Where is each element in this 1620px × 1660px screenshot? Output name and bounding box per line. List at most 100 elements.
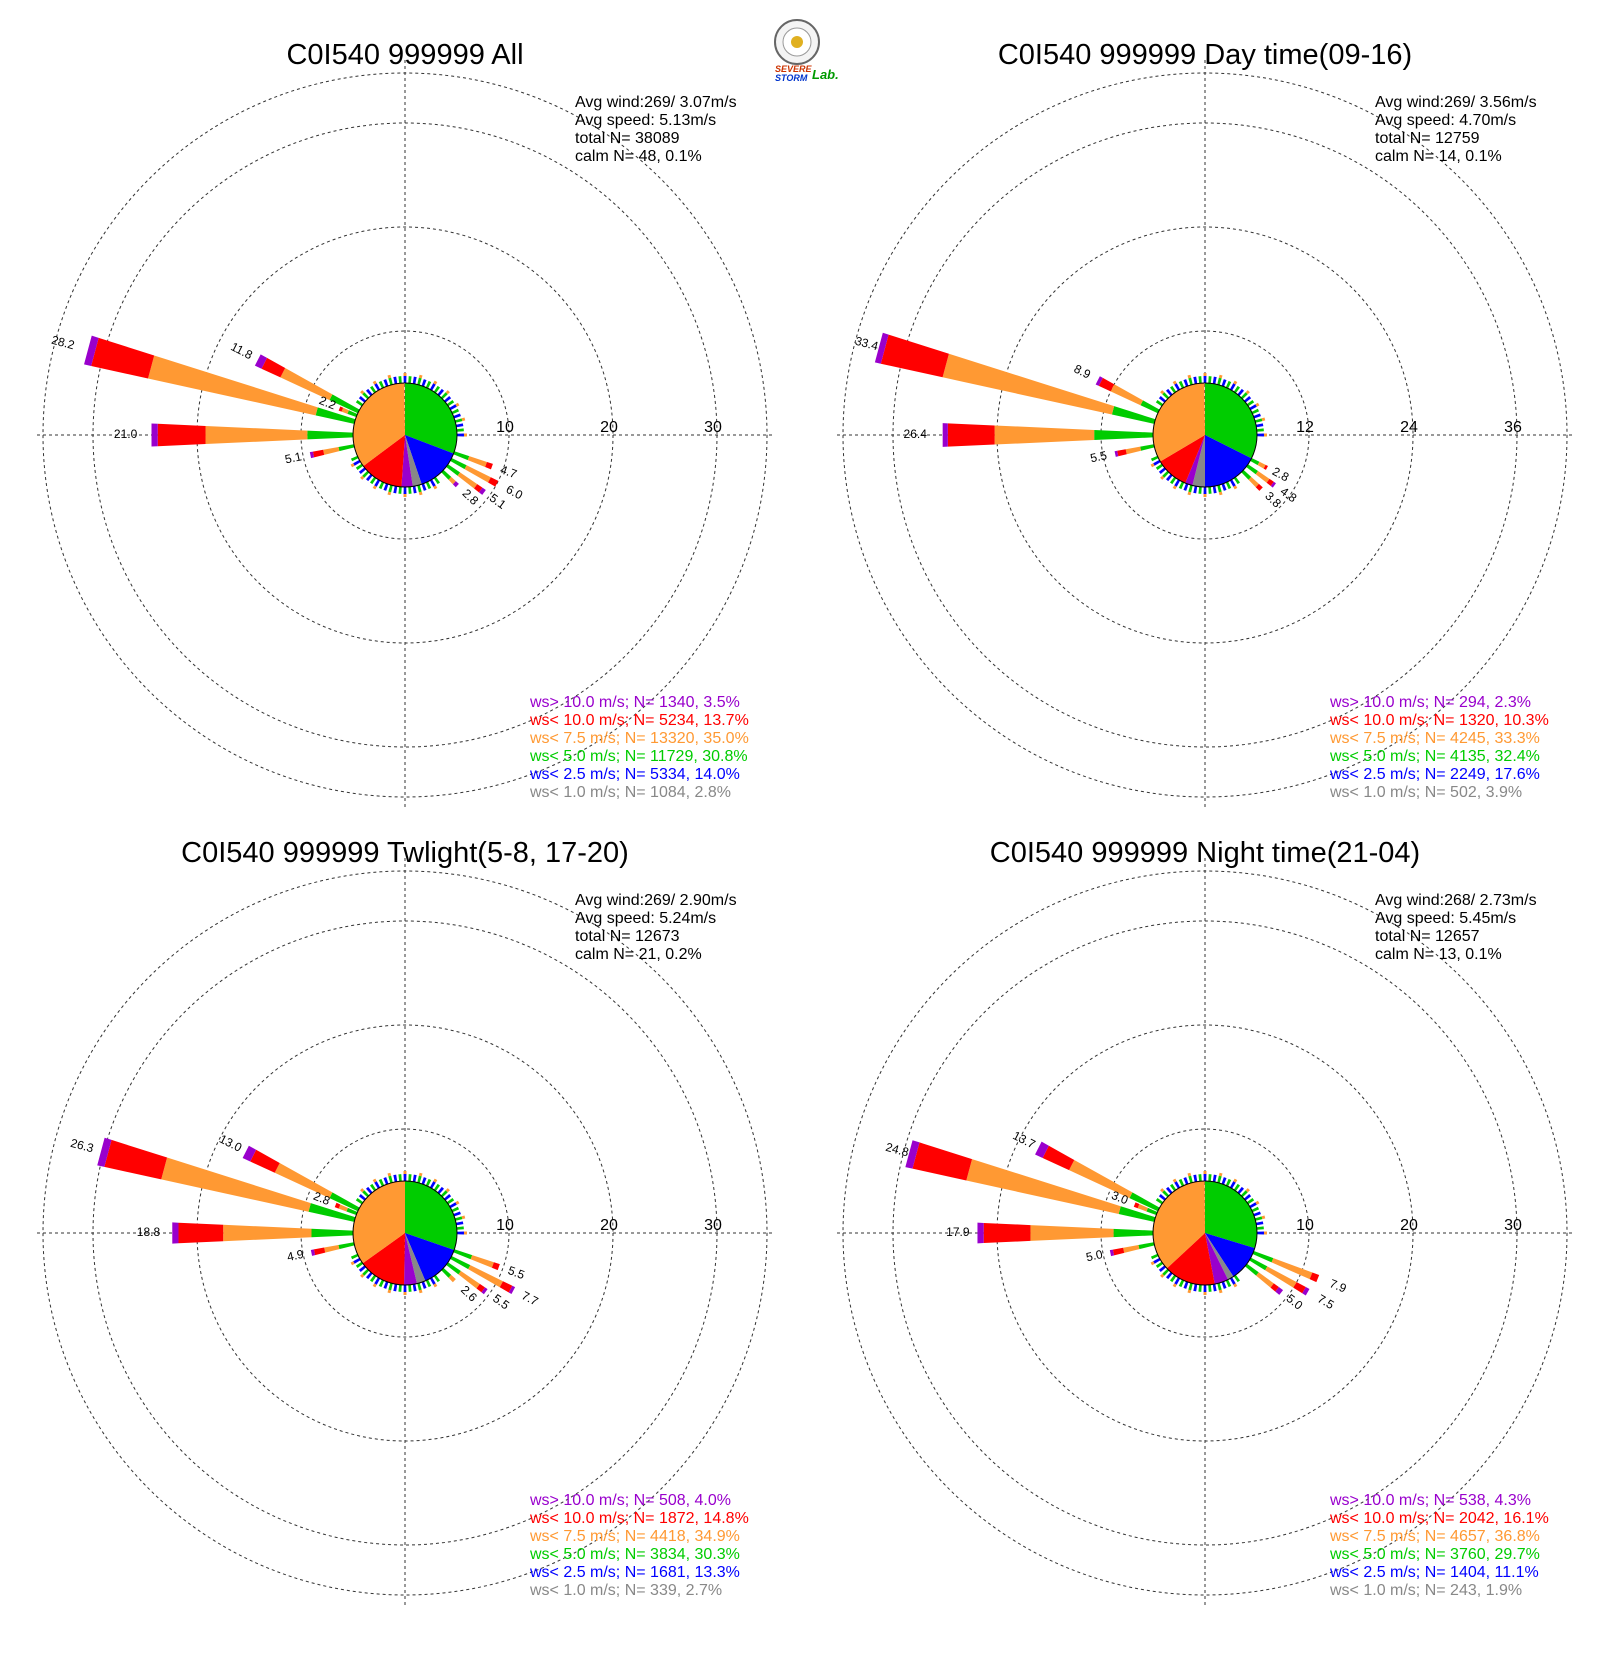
small-direction-bar [433,380,438,385]
small-direction-bar [421,1177,427,1185]
small-direction-bar [383,1177,389,1185]
small-direction-bar [418,1289,423,1294]
legend-entry-lt7_5: ws< 7.5 m/s; N= 4418, 34.9% [529,1528,740,1545]
stat-total-n: total N= 12759 [1375,130,1480,147]
small-direction-bar [433,1274,441,1283]
small-direction-bar [1237,388,1245,396]
small-direction-bar [1162,1190,1170,1198]
bar-value-label: 2.8 [311,1189,332,1208]
small-direction-bar [365,388,373,396]
direction-bar-segment [508,1285,516,1294]
direction-bar-segment [250,1149,280,1173]
small-direction-bar [360,1273,365,1278]
small-direction-bar [393,1174,398,1183]
direction-bar-segment [1094,429,1154,441]
legend-entry-gt10: ws> 10.0 m/s; N= 508, 4.0% [529,1492,731,1509]
small-direction-bar [412,376,417,385]
logo-seal-center-icon [791,36,803,48]
legend-entry-gt10: ws> 10.0 m/s; N= 538, 4.3% [1329,1492,1531,1509]
center-pie-slice [1205,1233,1255,1277]
bar-value-label: 24.8 [884,1140,910,1160]
direction-bar-segment [478,487,486,495]
small-direction-bar [446,399,455,407]
small-direction-bar [1150,463,1155,468]
bar-value-label: 4.7 [498,462,519,481]
direction-bar-segment [1113,1228,1154,1238]
small-direction-bar [1244,395,1252,403]
small-direction-bar [1203,1291,1207,1295]
direction-bar-segment [254,354,268,369]
small-direction-bar [412,485,417,494]
small-direction-bar [360,1188,365,1193]
legend-entry-gt10: ws> 10.0 m/s; N= 1340, 3.5% [529,694,740,711]
center-pie-slice [401,435,413,487]
direction-bar-segment [341,407,349,414]
direction-bar-segment [947,423,995,447]
direction-bar-segment [242,1145,257,1162]
legend-entry-lt5: ws< 5.0 m/s; N= 3834, 30.3% [529,1546,740,1563]
small-direction-bar [1233,385,1241,394]
small-direction-bar [393,376,398,385]
small-direction-bar [1187,1289,1192,1294]
small-direction-bar [1150,1261,1155,1266]
stat-calm-n: calm N= 21, 0.2% [575,946,702,963]
small-direction-bar [1256,428,1264,432]
legend-entry-lt5: ws< 5.0 m/s; N= 11729, 30.8% [529,748,748,765]
small-direction-bar [378,1279,385,1288]
direction-bar-segment [205,425,308,445]
bar-value-label: 5.0 [1284,1291,1306,1313]
small-direction-bar [1172,1178,1177,1183]
small-direction-bar [1174,1181,1181,1189]
small-direction-bar [1240,392,1248,400]
small-direction-bar [388,484,393,493]
legend-entry-gt10: ws> 10.0 m/s; N= 294, 2.3% [1329,694,1531,711]
direction-bar-segment [307,430,354,440]
direction-bar-segment [874,332,889,364]
direction-bar-segment [1255,471,1270,483]
small-direction-bar [365,474,373,482]
center-pie-slice [1153,1181,1205,1269]
small-direction-bar [372,1178,377,1183]
direction-bar-segment [481,1287,488,1295]
small-direction-bar [1165,474,1173,482]
small-direction-bar [358,1265,366,1273]
bar-value-label: 26.4 [904,427,928,441]
small-direction-bar [403,1291,407,1295]
small-direction-bar [1251,1206,1260,1213]
small-direction-bar [1198,1284,1202,1292]
small-direction-bar [440,392,448,400]
center-pie-outline [352,382,458,488]
small-direction-bar [1198,376,1202,384]
small-direction-bar [1233,380,1238,385]
small-direction-bar [1162,470,1170,478]
direction-bar-segment [1250,457,1260,466]
direction-bar-segment [338,406,344,412]
small-direction-bar [350,1253,359,1260]
center-pie-slice [405,1233,426,1284]
direction-bar-segment [334,1202,341,1209]
direction-bar-segment [448,476,456,485]
small-direction-bar [393,485,398,494]
direction-bar-segment [1109,1249,1115,1257]
center-pie-slice [1205,1233,1229,1285]
legend-entry-lt2_5: ws< 2.5 m/s; N= 1681, 13.3% [529,1564,740,1581]
small-direction-bar [455,402,460,407]
small-direction-bar [433,1178,438,1183]
small-direction-bar [412,1174,417,1183]
direction-bar-segment [453,1249,473,1260]
stat-avg-speed: Avg speed: 5.45m/s [1375,910,1516,927]
small-direction-bar [1178,1178,1185,1187]
small-direction-bar [444,1193,452,1201]
small-direction-bar [1188,377,1193,386]
legend-entry-lt10: ws< 10.0 m/s; N= 5234, 13.7% [529,712,749,729]
direction-bar-segment [324,1244,340,1253]
direction-bar-segment [474,484,483,493]
direction-bar-segment [280,368,333,401]
small-direction-bar [1172,485,1177,490]
small-direction-bar [369,476,377,485]
small-direction-bar [408,376,412,384]
bar-value-label: 18.8 [137,1225,161,1239]
small-direction-bar [403,1171,407,1175]
small-direction-bar [362,392,370,400]
small-direction-bar [1158,1193,1166,1201]
